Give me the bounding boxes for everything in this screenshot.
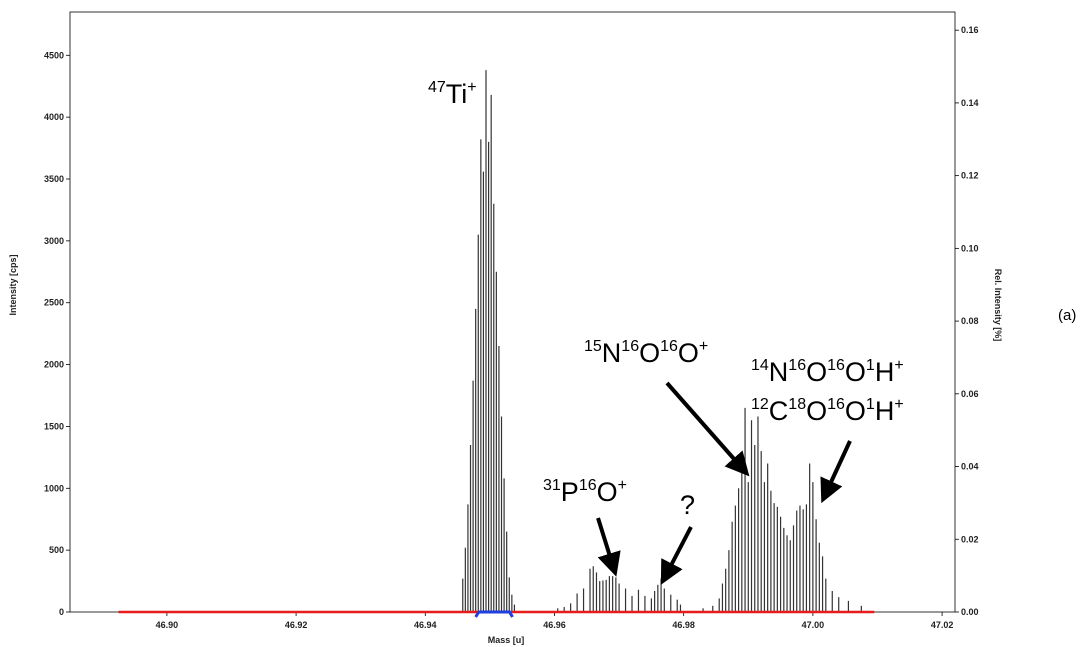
y2-tick-label: 0.06 [961,389,979,399]
y-tick-label: 3500 [44,174,64,184]
ann-po-charge: + [618,477,627,494]
ann-hco2-s4: H [875,396,895,426]
y2-tick-label: 0.16 [961,25,979,35]
y2-tick-label: 0.12 [961,171,979,181]
annotation-ti47: 47Ti+ [428,79,477,109]
ann-hco2-s3: O [845,396,866,426]
annotation-hco2: 12C18O16O1H+ [751,396,904,426]
arrow-unknown [660,526,693,585]
spectrum-bars [462,70,862,612]
y2-tick-label: 0.10 [961,243,979,253]
x-tick-label: 46.90 [156,620,179,630]
ann-ti-symbol: Ti [446,79,468,109]
y2-axis-label: Rel. Intensity [%] [993,269,1003,342]
annotation-arrows [596,381,852,585]
ann-hco2-s2: O [806,396,827,426]
y-tick-label: 2000 [44,360,64,370]
ann-hno2-m2: 16 [788,357,806,374]
ann-no2-charge: + [699,338,708,355]
ann-hno2-s2: O [806,357,827,387]
panel-label: (a) [1058,307,1076,324]
ann-ti-charge: + [467,79,476,96]
y-tick-label: 3000 [44,236,64,246]
plot-frame [69,11,956,613]
ann-po-s1: P [561,477,579,507]
arrow-hco2 [820,440,852,504]
annotation-no2: 15N16O16O+ [584,338,708,368]
baseline-line [118,610,875,618]
y-tick-label: 500 [49,545,64,555]
ann-hco2-s1: C [769,396,789,426]
ann-po-s2: O [597,477,618,507]
y-tick-label: 0 [59,607,64,617]
annotation-hno2: 14N16O16O1H+ [751,357,904,387]
ann-po-m2: 16 [579,477,597,494]
x-tick-label: 46.96 [543,620,566,630]
x-tick-label: 47.02 [931,620,954,630]
ann-hno2-s1: N [769,357,789,387]
ann-no2-s2: O [639,338,660,368]
ann-hno2-m1: 14 [751,357,769,374]
ann-hno2-m4: 1 [866,357,875,374]
ann-hco2-m4: 1 [866,396,875,413]
y2-tick-label: 0.08 [961,316,979,326]
annotation-unknown: ? [680,490,695,520]
axes: 0 500 1000 1500 2000 2500 3000 3500 4000 4500 0.00… [44,11,979,630]
y-axis-label: Intensity [cps] [8,254,18,315]
y-tick-label: 1000 [44,483,64,493]
ann-no2-m1: 15 [584,338,602,355]
ann-hco2-m1: 12 [751,396,769,413]
y-tick-label: 4500 [44,50,64,60]
ann-no2-s1: N [602,338,622,368]
ann-hco2-m2: 18 [788,396,806,413]
y-tick-label: 1500 [44,421,64,431]
y-tick-label: 4000 [44,112,64,122]
ann-hno2-s4: H [875,357,895,387]
annotation-po: 31P16O+ [543,477,627,507]
y2-tick-label: 0.02 [961,534,979,544]
arrow-no2 [665,381,750,477]
ann-no2-m2: 16 [621,338,639,355]
ann-hco2-charge: + [894,396,903,413]
y-tick-label: 2500 [44,298,64,308]
ann-hco2-m3: 16 [827,396,845,413]
y2-tick-label: 0.00 [961,607,979,617]
ann-no2-s3: O [678,338,699,368]
x-tick-label: 46.94 [414,620,437,630]
x-tick-label: 46.98 [672,620,695,630]
ann-hno2-s3: O [845,357,866,387]
ann-po-m1: 31 [543,477,561,494]
x-axis-label: Mass [u] [488,635,525,645]
y2-tick-label: 0.14 [961,98,979,108]
x-tick-label: 46.92 [285,620,308,630]
x-tick-label: 47.00 [802,620,825,630]
ann-ti-mass: 47 [428,79,446,96]
ann-hno2-m3: 16 [827,357,845,374]
ann-no2-m3: 16 [660,338,678,355]
arrow-po [596,517,621,577]
ann-hno2-charge: + [894,357,903,374]
baseline-blue-segment [474,610,514,618]
y2-tick-label: 0.04 [961,462,979,472]
